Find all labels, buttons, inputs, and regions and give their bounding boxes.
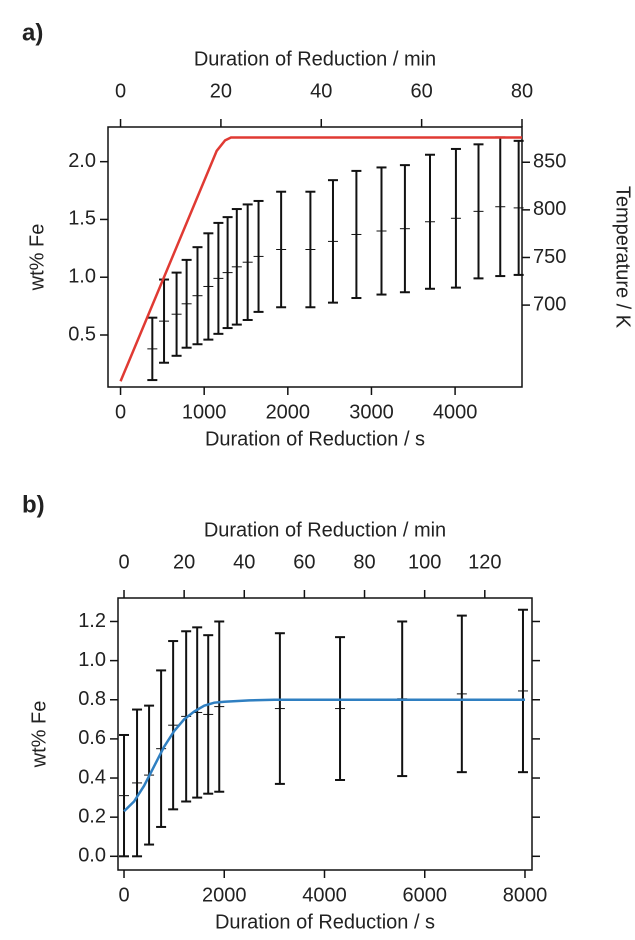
y-axis-label: wt% Fe [28,701,50,769]
error-bar [242,203,253,321]
y-tick-label: 0.6 [78,727,106,749]
error-bar [132,708,143,858]
y2-tick-label: 700 [533,293,566,315]
x-tick-label: 6000 [402,884,447,906]
x-tick-label: 2000 [202,884,247,906]
plot-frame [107,126,523,388]
x2-tick-label: 0 [115,80,126,102]
x2-axis-label: Duration of Reduction / min [194,48,436,70]
y-tick-label: 2.0 [68,150,96,172]
error-bar [213,221,224,335]
x-tick-label: 0 [118,884,129,906]
y-tick-label: 0.2 [78,805,106,827]
error-bar [147,316,158,382]
x2-tick-label: 80 [353,551,375,573]
error-bar [335,636,346,781]
plot-frame [117,597,533,871]
error-bar [305,190,316,309]
error-bar [253,199,264,313]
y2-tick-label: 850 [533,151,566,173]
error-bar [119,733,130,858]
x-axis-label: Duration of Reduction / s [215,911,435,933]
error-bar [456,614,467,774]
error-bar [156,669,167,828]
x2-tick-label: 80 [511,80,533,102]
error-bar [425,153,435,290]
x-tick-label: 8000 [503,884,548,906]
y2-axis-label: Temperature / K [612,186,634,329]
x2-tick-label: 100 [408,551,441,573]
y-tick-label: 0.5 [68,323,96,345]
error-bar [168,640,179,811]
y-tick-label: 1.5 [68,208,96,230]
error-bar [495,136,506,278]
y2-tick-label: 800 [533,198,566,220]
error-bar [203,232,214,341]
y-tick-label: 1.2 [78,610,106,632]
error-bar [159,278,170,364]
x2-tick-label: 60 [293,551,315,573]
x-tick-label: 2000 [266,401,311,423]
error-bar [399,164,410,294]
y2-tick-label: 750 [533,246,566,268]
error-bar [376,166,387,296]
error-bar [192,626,203,799]
error-bar [181,258,192,349]
error-bar [203,634,214,795]
panel-label: a) [22,19,43,46]
x-tick-label: 3000 [349,401,394,423]
error-bar [351,169,362,300]
y-tick-label: 1.0 [68,266,96,288]
error-bar [214,620,225,793]
error-bar [450,147,461,289]
y-tick-label: 0.8 [78,688,106,710]
error-bar [222,216,233,330]
y-tick-label: 0.0 [78,845,106,867]
x2-tick-label: 0 [118,551,129,573]
x-tick-label: 1000 [182,401,227,423]
error-bar [274,632,285,785]
error-bar [171,271,182,357]
error-bar [327,179,338,304]
x2-tick-label: 20 [210,80,232,102]
data-line [119,136,522,382]
x-axis-label: Duration of Reduction / s [205,428,425,450]
error-bar [513,139,524,276]
error-bar [231,208,242,326]
error-bar [192,246,203,346]
error-bar [517,608,528,774]
panel-label: b) [22,491,45,518]
data-line [123,698,525,813]
x2-axis-label: Duration of Reduction / min [204,519,446,541]
error-bar [276,190,287,309]
x2-tick-label: 60 [411,80,433,102]
x2-tick-label: 20 [173,551,195,573]
y-axis-label: wt% Fe [26,224,48,292]
x-tick-label: 0 [115,401,126,423]
x2-tick-label: 40 [233,551,255,573]
x-tick-label: 4000 [302,884,347,906]
y-tick-label: 1.0 [78,649,106,671]
y-tick-label: 0.4 [78,766,106,788]
x2-tick-label: 120 [468,551,501,573]
error-bar [473,143,484,280]
x2-tick-label: 40 [310,80,332,102]
x-tick-label: 4000 [433,401,478,423]
